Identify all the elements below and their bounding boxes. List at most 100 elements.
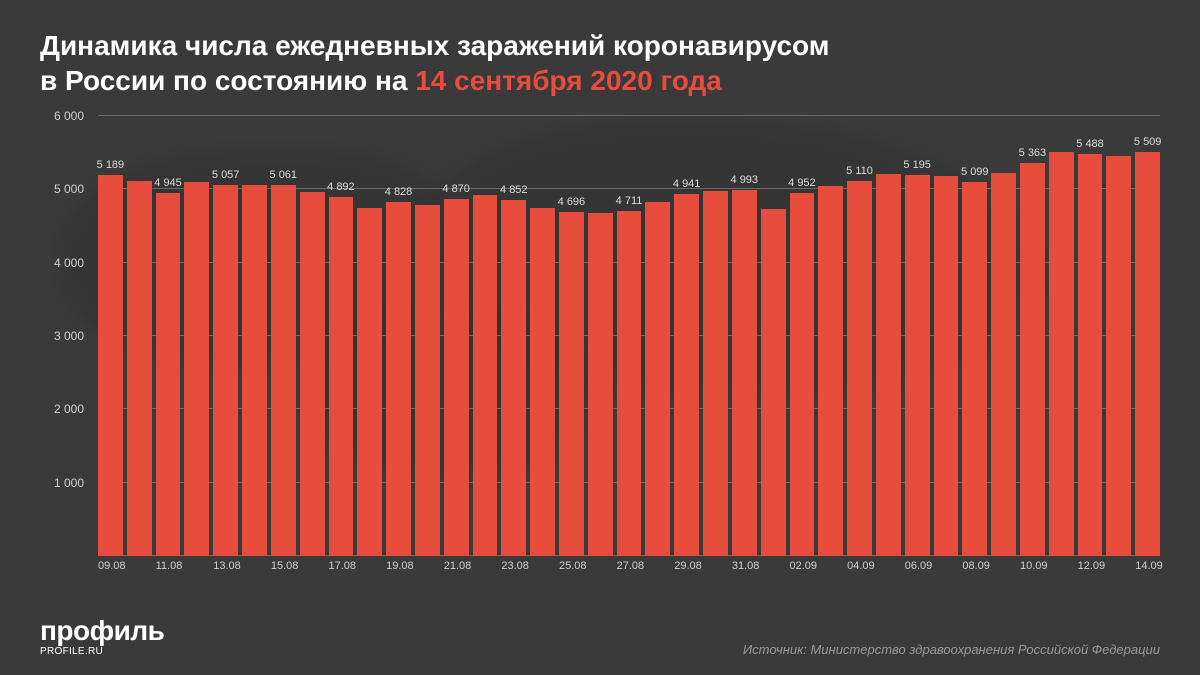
bar bbox=[1135, 152, 1160, 556]
x-tick-label bbox=[761, 560, 786, 586]
x-tick-label bbox=[876, 560, 901, 586]
bar-value-label: 4 828 bbox=[385, 186, 413, 198]
bar-col: 4 945 bbox=[156, 116, 181, 556]
chart-title: Динамика числа ежедневных заражений коро… bbox=[40, 28, 1160, 98]
bar bbox=[1106, 156, 1131, 556]
x-tick-label: 10.09 bbox=[1020, 560, 1045, 586]
bar bbox=[386, 202, 411, 556]
bar-col: 5 057 bbox=[213, 116, 238, 556]
bar-value-label: 5 057 bbox=[212, 169, 240, 181]
x-tick-label bbox=[934, 560, 959, 586]
bar bbox=[213, 185, 238, 556]
bar bbox=[1078, 154, 1103, 556]
bar-col bbox=[357, 116, 382, 556]
bar-value-label: 5 099 bbox=[961, 166, 989, 178]
bar-value-label: 5 110 bbox=[846, 165, 873, 177]
bar-col: 4 828 bbox=[386, 116, 411, 556]
bar bbox=[184, 182, 209, 556]
bar-col bbox=[761, 116, 786, 556]
x-tick-label bbox=[991, 560, 1016, 586]
logo-word: профиль bbox=[40, 617, 164, 645]
x-tick-label: 14.09 bbox=[1135, 560, 1160, 586]
x-tick-label: 31.08 bbox=[732, 560, 757, 586]
bar bbox=[559, 212, 584, 556]
bar bbox=[847, 181, 872, 556]
y-tick-label: 2 000 bbox=[54, 402, 84, 416]
x-tick-label bbox=[300, 560, 325, 586]
bar-value-label: 4 952 bbox=[788, 177, 816, 189]
footer: профиль PROFILE.RU Источник: Министерств… bbox=[40, 617, 1160, 657]
bar-col: 4 952 bbox=[790, 116, 815, 556]
bar bbox=[1020, 163, 1045, 556]
bar bbox=[242, 185, 267, 556]
bar bbox=[991, 173, 1016, 556]
bar-col bbox=[473, 116, 498, 556]
bar-value-label: 5 488 bbox=[1076, 138, 1104, 150]
x-tick-label: 04.09 bbox=[847, 560, 872, 586]
bar bbox=[934, 176, 959, 556]
bar bbox=[1049, 152, 1074, 556]
bars-container: 5 1894 9455 0575 0614 8924 8284 8704 852… bbox=[98, 116, 1160, 556]
x-tick-label: 25.08 bbox=[559, 560, 584, 586]
bar-col bbox=[530, 116, 555, 556]
x-tick-label bbox=[818, 560, 843, 586]
bar-col: 4 993 bbox=[732, 116, 757, 556]
bar bbox=[98, 175, 123, 556]
bar bbox=[444, 199, 469, 556]
title-line1: Динамика числа ежедневных заражений коро… bbox=[40, 30, 829, 61]
bar bbox=[127, 181, 152, 556]
x-tick-label: 21.08 bbox=[444, 560, 469, 586]
bar bbox=[703, 191, 728, 556]
bar-chart: 1 0002 0003 0004 0005 0006 000 5 1894 94… bbox=[40, 116, 1160, 586]
logo-sub: PROFILE.RU bbox=[40, 647, 164, 657]
x-tick-label bbox=[530, 560, 555, 586]
bar-col bbox=[184, 116, 209, 556]
x-tick-label: 19.08 bbox=[386, 560, 411, 586]
x-tick-label bbox=[473, 560, 498, 586]
x-tick-label: 17.08 bbox=[329, 560, 354, 586]
bar-value-label: 4 993 bbox=[731, 174, 759, 186]
x-tick-label bbox=[645, 560, 670, 586]
x-tick-label bbox=[703, 560, 728, 586]
bar-col bbox=[991, 116, 1016, 556]
bar bbox=[357, 208, 382, 556]
bar-col: 4 852 bbox=[501, 116, 526, 556]
x-tick-label: 27.08 bbox=[617, 560, 642, 586]
y-tick-label: 4 000 bbox=[54, 256, 84, 270]
bar-value-label: 4 941 bbox=[673, 178, 701, 190]
bar-col: 5 509 bbox=[1135, 116, 1160, 556]
bar-value-label: 4 711 bbox=[616, 195, 643, 207]
bar bbox=[415, 205, 440, 556]
y-tick-label: 5 000 bbox=[54, 182, 84, 196]
bar bbox=[501, 200, 526, 556]
bar-value-label: 5 061 bbox=[270, 169, 298, 181]
bar bbox=[300, 192, 325, 556]
x-tick-label: 06.09 bbox=[905, 560, 930, 586]
bar-col bbox=[1106, 116, 1131, 556]
x-tick-label: 02.09 bbox=[790, 560, 815, 586]
bar-value-label: 4 696 bbox=[558, 196, 586, 208]
bar-col bbox=[588, 116, 613, 556]
x-tick-label: 09.08 bbox=[98, 560, 123, 586]
bar-value-label: 4 852 bbox=[500, 184, 528, 196]
source-text: Источник: Министерство здравоохранения Р… bbox=[743, 642, 1160, 657]
y-tick-label: 1 000 bbox=[54, 476, 84, 490]
bar-col bbox=[934, 116, 959, 556]
bar-col: 5 061 bbox=[271, 116, 296, 556]
x-tick-label: 13.08 bbox=[213, 560, 238, 586]
x-tick-label: 11.08 bbox=[156, 560, 181, 586]
bar-col bbox=[300, 116, 325, 556]
bar-value-label: 5 189 bbox=[97, 159, 125, 171]
bar-col: 5 488 bbox=[1078, 116, 1103, 556]
bar-col: 4 711 bbox=[617, 116, 642, 556]
bar-col bbox=[876, 116, 901, 556]
y-tick-label: 6 000 bbox=[54, 109, 84, 123]
x-tick-label: 12.09 bbox=[1078, 560, 1103, 586]
bar-col bbox=[127, 116, 152, 556]
x-tick-label: 29.08 bbox=[674, 560, 699, 586]
x-tick-label bbox=[242, 560, 267, 586]
x-tick-label bbox=[1049, 560, 1074, 586]
x-tick-label bbox=[357, 560, 382, 586]
bar bbox=[530, 208, 555, 556]
bar bbox=[645, 202, 670, 556]
